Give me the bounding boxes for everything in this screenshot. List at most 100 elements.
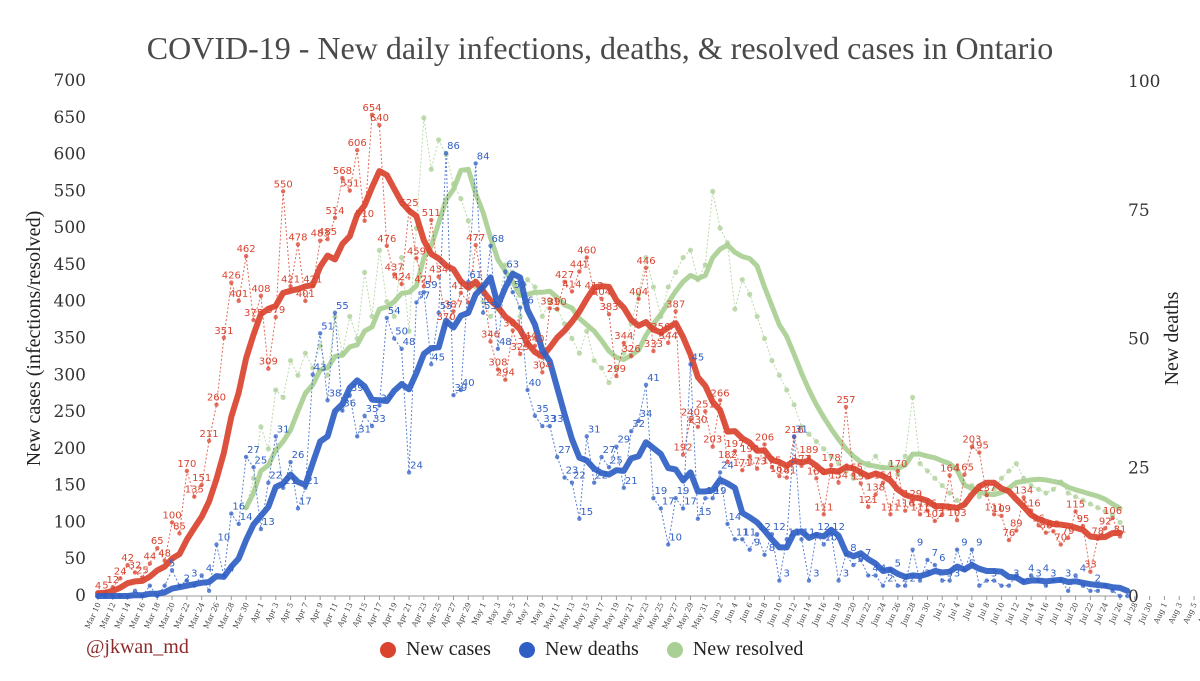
y-tick-label: 700 (54, 71, 86, 91)
cases-point (843, 404, 849, 410)
resolved-point (865, 460, 871, 467)
resolved-point (643, 254, 649, 261)
x-tick-label: Jun 2 (708, 601, 725, 624)
deaths-point (184, 578, 190, 583)
cases-point (266, 366, 271, 371)
deaths-point (399, 346, 404, 351)
deaths-data-label: 17 (684, 496, 697, 507)
deaths-data-label: 8 (769, 543, 775, 554)
deaths-point (717, 470, 723, 475)
deaths-point (614, 444, 619, 449)
y2-tick-label: 100 (1128, 72, 1160, 92)
deaths-data-label: 2 (909, 574, 915, 585)
cases-data-label: 230 (688, 415, 707, 426)
legend-item-deaths: New deaths (518, 638, 639, 661)
resolved-point (376, 247, 383, 253)
legend-item-resolved: New resolved (666, 638, 804, 661)
y-tick-label: 200 (54, 439, 86, 459)
cases-point (362, 218, 367, 223)
deaths-point (747, 547, 752, 552)
cases-point (636, 296, 641, 301)
cases-data-label: 251 (696, 399, 715, 410)
deaths-data-label: 31 (795, 424, 808, 435)
resolved-point (421, 115, 427, 121)
deaths-data-label: 54 (388, 306, 401, 317)
cases-point (828, 462, 834, 468)
deaths-data-label: 39 (351, 383, 364, 394)
resolved-point (917, 460, 923, 467)
cases-point (836, 480, 841, 485)
resolved-point (532, 284, 538, 290)
cases-data-label: 92 (1099, 516, 1112, 527)
cases-point (977, 450, 982, 455)
deaths-point (110, 593, 116, 599)
cases-data-label: 78 (1091, 527, 1104, 538)
cases-point (429, 217, 434, 223)
deaths-data-label: 33 (543, 414, 556, 425)
cases-data-label: 640 (370, 113, 389, 124)
deaths-point (1058, 578, 1063, 583)
cases-data-label: 86 (1040, 521, 1053, 532)
deaths-point (969, 547, 975, 552)
cases-data-label: 550 (274, 179, 293, 190)
resolved-point (754, 313, 760, 320)
cases-point (1088, 569, 1093, 574)
deaths-data-label: 59 (514, 280, 527, 291)
cases-point (532, 343, 538, 349)
cases-data-label: 102 (925, 509, 944, 520)
y2-axis-label: New deaths (1161, 291, 1183, 385)
resolved-point (798, 424, 805, 430)
deaths-data-label: 10 (825, 533, 838, 544)
cases-data-label: 459 (407, 246, 426, 257)
deaths-point (310, 372, 315, 377)
cases-point (814, 476, 819, 481)
cases-data-label: 606 (348, 138, 367, 149)
cases-data-label: 138 (866, 482, 885, 493)
cases-data-label: 121 (859, 495, 878, 506)
cases-point (806, 454, 812, 460)
cases-data-label: 421 (281, 274, 300, 285)
cases-data-label: 4 (95, 581, 101, 592)
deaths-point (295, 506, 301, 511)
resolved-point (465, 218, 471, 224)
cases-data-label: 510 (355, 209, 374, 220)
resolved-point (717, 225, 723, 231)
deaths-point (443, 150, 449, 156)
cases-point (614, 373, 619, 379)
deaths-point (458, 387, 464, 393)
deaths-point (636, 418, 641, 424)
deaths-data-label: 25 (255, 455, 268, 466)
cases-data-label: 96 (1032, 513, 1045, 524)
deaths-point (791, 434, 797, 439)
deaths-data-label: 19 (677, 486, 690, 497)
cases-data-label: 441 (570, 260, 589, 271)
cases-data-label: 351 (214, 326, 233, 337)
deaths-data-label: 21 (625, 476, 638, 487)
deaths-point (851, 562, 856, 568)
cases-point (1043, 530, 1049, 535)
cases-point (384, 243, 390, 248)
legend-label-resolved: New resolved (692, 638, 804, 660)
deaths-point (680, 506, 686, 511)
resolved-point (695, 277, 701, 283)
deaths-point (488, 243, 493, 248)
deaths-data-label: 36 (343, 399, 356, 410)
x-tick-label: Jul 2 (931, 601, 947, 622)
deaths-point (1006, 583, 1012, 588)
cases-point (925, 508, 930, 513)
cases-data-label: 308 (488, 357, 507, 368)
deaths-point (1073, 573, 1078, 578)
deaths-point (258, 526, 264, 532)
deaths-point (1021, 578, 1026, 583)
resolved-point (702, 262, 708, 268)
cases-point (740, 467, 745, 473)
deaths-point (777, 578, 782, 583)
deaths-data-label: 3 (946, 569, 952, 580)
deaths-data-label: 68 (492, 234, 505, 245)
deaths-point (903, 583, 908, 588)
deaths-point (880, 583, 886, 588)
cases-data-label: 79 (1062, 526, 1075, 537)
cases-point (155, 545, 160, 551)
deaths-data-label: 9 (961, 538, 967, 549)
cases-data-label: 206 (755, 432, 774, 443)
